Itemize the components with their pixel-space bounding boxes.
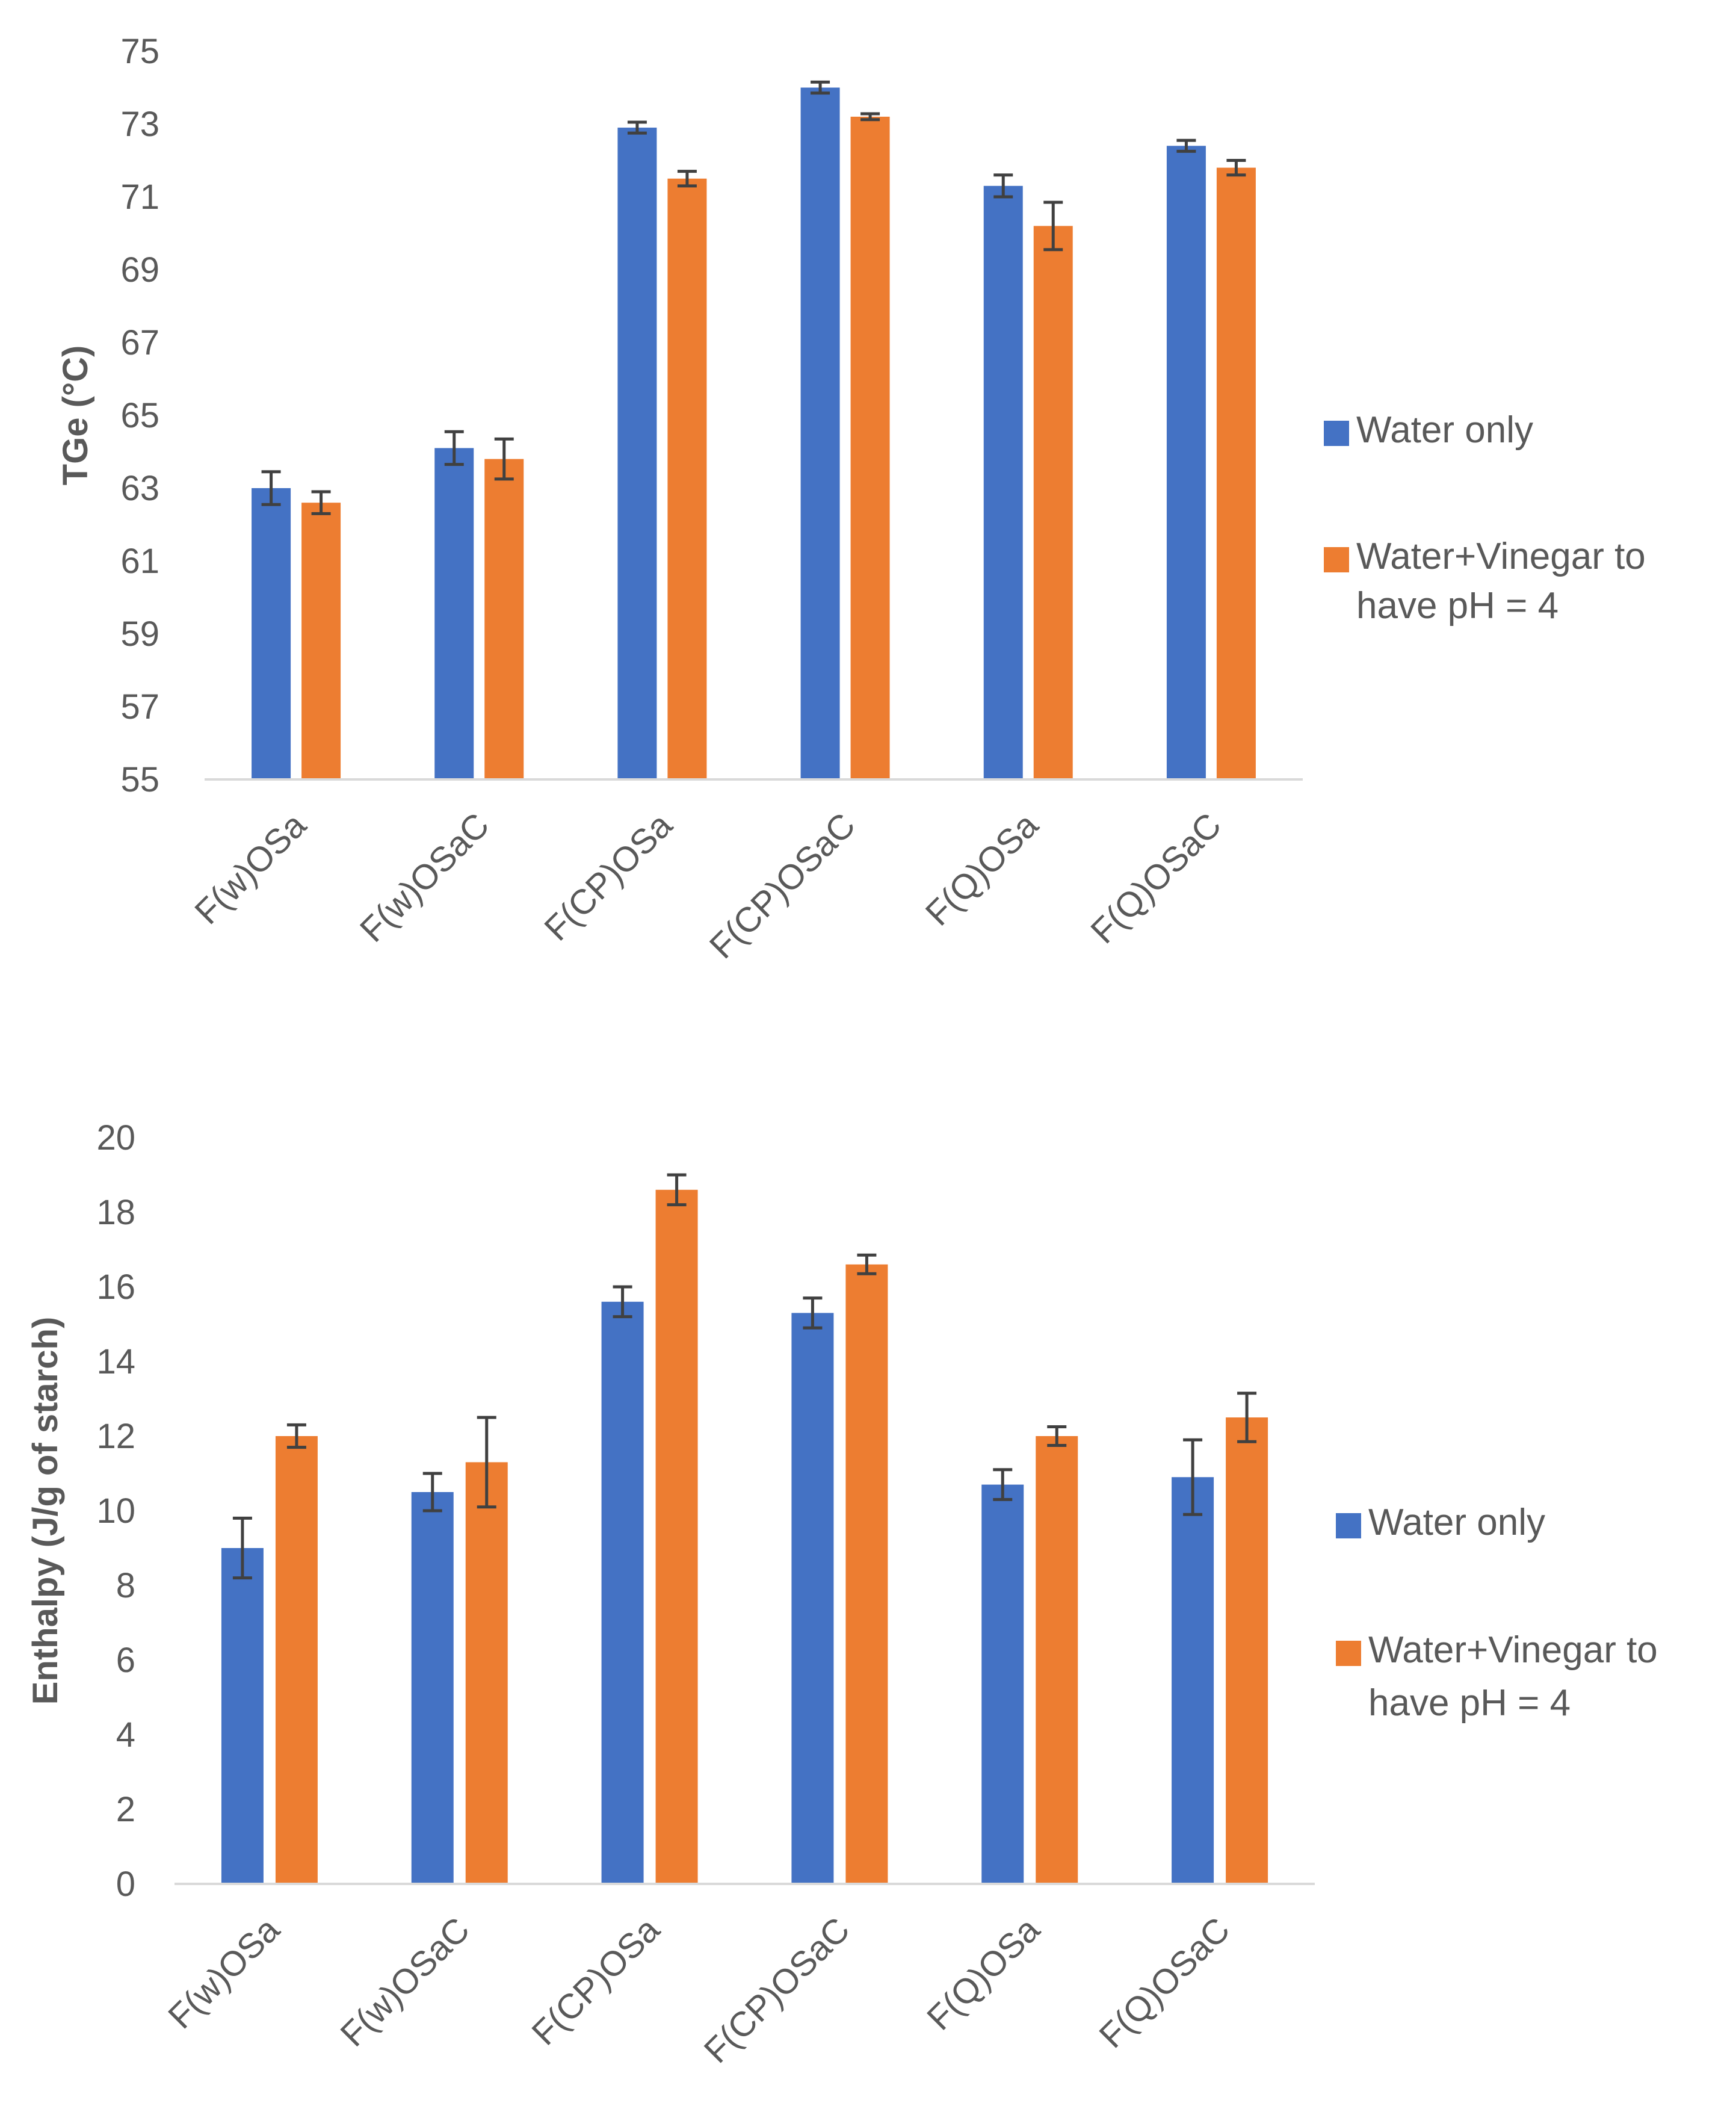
error-bar <box>1176 138 1196 153</box>
x-tick-label: F(CP)OSaC <box>697 1910 857 2070</box>
error-bar <box>311 490 331 515</box>
bar-water <box>252 488 291 779</box>
x-tick-label: F(CP)OSa <box>537 805 680 949</box>
y-tick-label: 12 <box>96 1417 135 1456</box>
legend-swatch <box>1324 421 1349 446</box>
error-bar <box>677 170 697 188</box>
x-tick-label: F(Q)OSa <box>918 805 1046 934</box>
chart-1: 55 57 59 61 63 65 67 69 71 73 75 TGe (°C) F(w)OSa F(w… <box>56 32 1646 966</box>
bar-vinegar <box>655 1189 698 1884</box>
bar-vinegar <box>465 1462 508 1884</box>
y-axis-title: Enthalpy (J/g of starch) <box>26 1317 65 1705</box>
y-tick-label: 59 <box>120 615 159 654</box>
y-tick-label: 57 <box>120 687 159 726</box>
error-bar <box>627 120 647 135</box>
legend-swatch <box>1336 1513 1361 1538</box>
error-bar <box>1043 200 1063 252</box>
bar-vinegar <box>850 116 890 779</box>
error-bar <box>857 1253 877 1275</box>
error-bar <box>494 437 514 481</box>
y-tick-label: 16 <box>96 1268 135 1307</box>
error-bar <box>993 1468 1013 1501</box>
error-bar <box>860 112 880 122</box>
bar-water <box>791 1313 834 1884</box>
y-tick-label: 4 <box>116 1715 135 1754</box>
error-bar <box>1047 1425 1067 1447</box>
error-bar <box>1226 159 1246 177</box>
bar-water <box>434 448 474 779</box>
y-tick-label: 0 <box>116 1865 135 1904</box>
y-tick-label: 2 <box>116 1790 135 1829</box>
y-tick-label: 6 <box>116 1641 135 1680</box>
error-bar <box>444 430 464 466</box>
bar-vinegar <box>1036 1436 1078 1884</box>
bar-vinegar <box>484 459 524 779</box>
error-bar <box>803 1296 823 1330</box>
bar-vinegar <box>1226 1417 1268 1884</box>
bar-vinegar <box>845 1264 888 1884</box>
error-bar <box>286 1423 306 1449</box>
bar-water <box>411 1492 454 1884</box>
legend-swatch <box>1336 1641 1361 1666</box>
bar-water <box>617 128 657 779</box>
y-tick-label: 18 <box>96 1193 135 1232</box>
y-tick-label: 61 <box>120 542 159 581</box>
bar-vinegar <box>667 178 707 779</box>
x-tick-label: F(w)OSa <box>161 1910 288 2037</box>
legend: Water only Water+Vinegar to have pH = 4 <box>1324 409 1646 627</box>
x-tick-label: F(w)OSaC <box>353 805 497 950</box>
bar-water <box>981 1484 1024 1884</box>
legend: Water only Water+Vinegar to have pH = 4 <box>1336 1502 1658 1724</box>
y-tick-label: 71 <box>120 178 159 217</box>
x-tick-label: F(CP)OSa <box>524 1910 667 2053</box>
error-bar <box>811 80 830 95</box>
bar-vinegar <box>1216 167 1256 780</box>
chart-2: 0 2 4 6 8 10 12 14 16 18 20 Enthalpy (J/g of starch… <box>26 1118 1658 2070</box>
error-bar <box>477 1416 496 1509</box>
y-tick-label: 67 <box>120 323 159 362</box>
x-tick-label: F(Q)OSaC <box>1083 805 1229 951</box>
y-tick-label: 14 <box>96 1342 135 1381</box>
y-tick-label: 69 <box>120 250 159 290</box>
legend-swatch <box>1324 547 1349 572</box>
bar-water <box>221 1548 264 1884</box>
bar-water <box>800 87 840 779</box>
bar-water <box>1172 1477 1214 1884</box>
error-bar <box>422 1472 442 1513</box>
bar-vinegar <box>1033 226 1073 779</box>
y-tick-label: 55 <box>120 760 159 799</box>
x-tick-label: F(CP)OSaC <box>702 805 863 966</box>
error-bar <box>993 173 1013 199</box>
error-bar <box>1183 1438 1203 1516</box>
y-tick-label: 8 <box>116 1566 135 1605</box>
bar-vinegar <box>275 1436 318 1884</box>
y-axis-title: TGe (°C) <box>56 345 95 486</box>
y-tick-label: 10 <box>96 1491 135 1531</box>
bar-vinegar <box>301 503 341 779</box>
y-tick-label: 20 <box>96 1118 135 1157</box>
x-tick-label: F(w)OSa <box>187 805 314 932</box>
error-bar <box>613 1285 632 1319</box>
error-bar <box>1237 1392 1257 1443</box>
bar-water <box>1166 146 1206 779</box>
y-tick-label: 63 <box>120 469 159 508</box>
x-tick-label: F(Q)OSa <box>919 1910 1048 2038</box>
legend-label: Water only <box>1368 1502 1545 1543</box>
y-tick-label: 65 <box>120 396 159 435</box>
error-bar <box>667 1173 687 1207</box>
bar-water <box>601 1301 644 1884</box>
error-bar <box>232 1516 252 1580</box>
error-bar <box>261 470 281 506</box>
y-tick-label: 73 <box>120 105 159 144</box>
bar-water <box>983 185 1023 780</box>
legend-label: Water only <box>1356 409 1533 451</box>
legend-label: Water+Vinegar to have pH = 4 <box>1356 536 1646 627</box>
x-tick-label: F(w)OSaC <box>333 1910 477 2054</box>
x-tick-label: F(Q)OSaC <box>1092 1910 1237 2055</box>
y-tick-label: 75 <box>120 32 159 71</box>
legend-label: Water+Vinegar to have pH = 4 <box>1368 1629 1658 1724</box>
